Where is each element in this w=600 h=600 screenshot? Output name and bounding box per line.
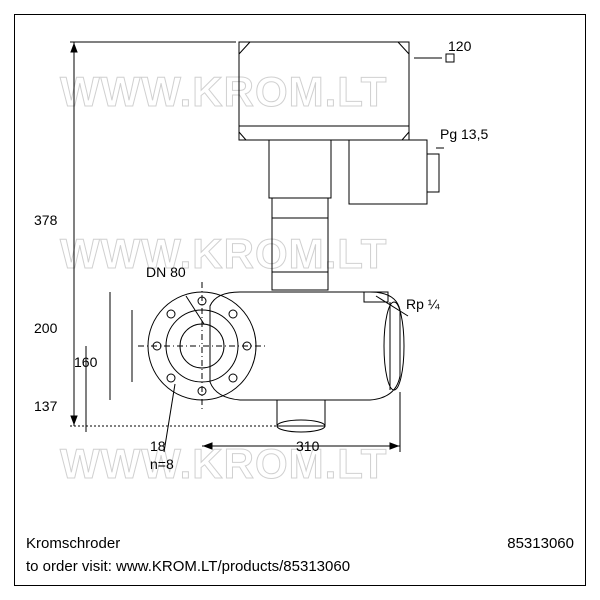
dim-200: 200 bbox=[34, 320, 57, 336]
dim-18: 18 bbox=[150, 438, 166, 454]
dim-378: 378 bbox=[34, 212, 57, 228]
dim-pg135: Pg 13,5 bbox=[440, 126, 488, 142]
dim-310: 310 bbox=[296, 438, 319, 454]
footer: Kromschroder 85313060 to order visit: ww… bbox=[26, 533, 574, 579]
dim-160: 160 bbox=[74, 354, 97, 370]
dim-137: 137 bbox=[34, 398, 57, 414]
dim-dn80: DN 80 bbox=[146, 264, 186, 280]
order-url: www.KROM.LT/products/85313060 bbox=[116, 558, 350, 575]
dim-120: 120 bbox=[448, 38, 471, 54]
order-prefix: to order visit: bbox=[26, 558, 112, 575]
dim-n8: n=8 bbox=[150, 456, 174, 472]
brand-label: Kromschroder bbox=[26, 533, 120, 555]
part-number: 85313060 bbox=[507, 533, 574, 555]
dim-rp14: Rp ¼ bbox=[406, 296, 439, 312]
technical-drawing bbox=[14, 14, 586, 586]
